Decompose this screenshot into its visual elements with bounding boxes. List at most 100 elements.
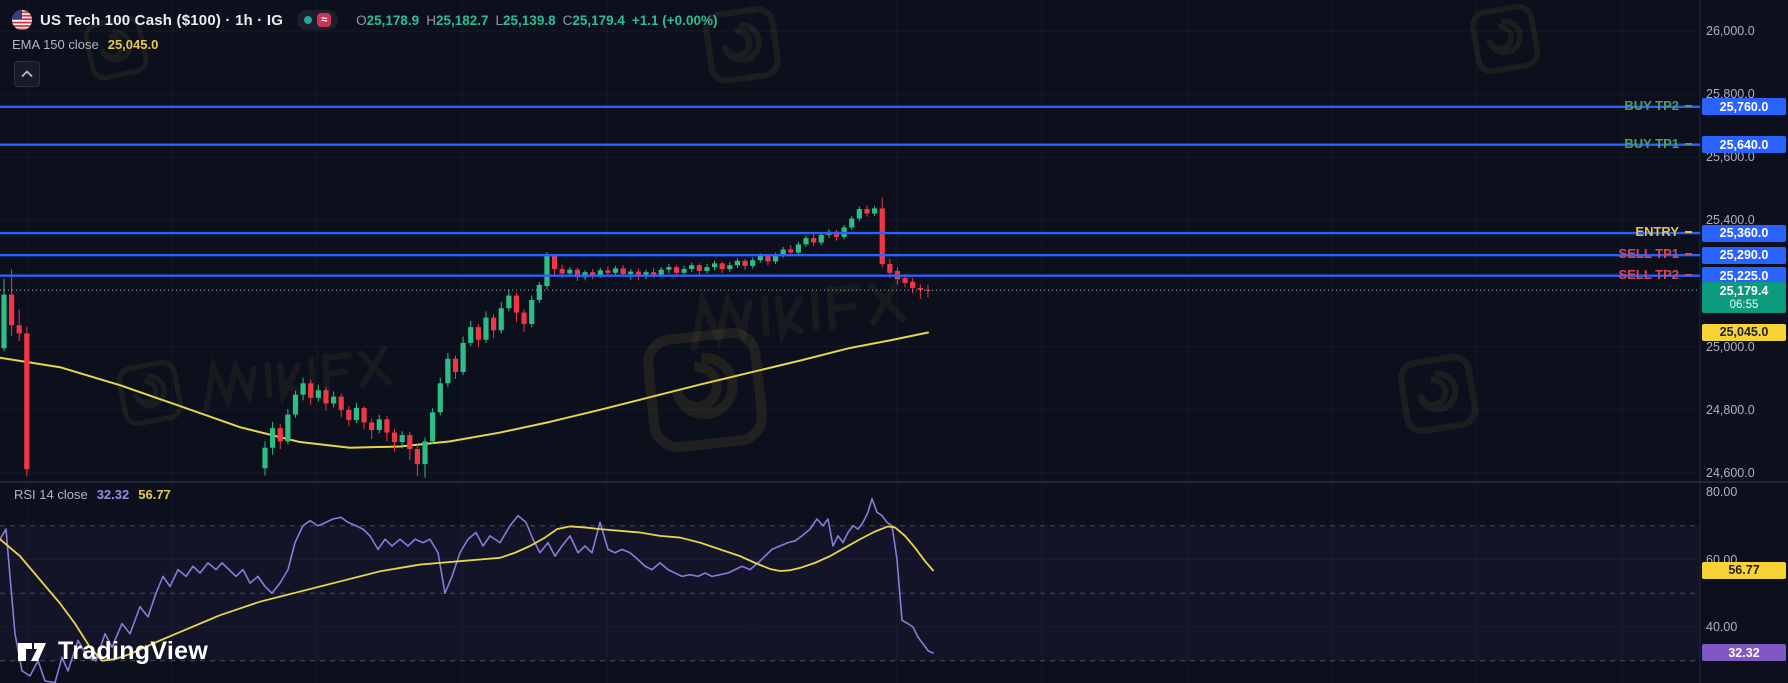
watermark-eagle-icon [1469, 3, 1541, 75]
price-axis-tick: 25,000.0 [1706, 339, 1755, 354]
candle [452, 358, 459, 372]
candle [369, 422, 375, 431]
candle [925, 289, 931, 291]
candle [460, 342, 466, 372]
candle [468, 327, 474, 343]
candle [795, 244, 801, 253]
candle [704, 267, 710, 271]
price-line-axis-value[interactable]: 25,225.0 [1702, 267, 1786, 285]
tradingview-logo[interactable]: TradingView [16, 636, 208, 666]
candle [689, 265, 695, 270]
candle [430, 412, 436, 442]
candle [612, 268, 619, 273]
candle [658, 269, 664, 275]
bar-countdown: 06:55 [1729, 298, 1759, 311]
candle [270, 428, 276, 448]
candle [902, 277, 908, 283]
candle [673, 267, 680, 273]
rsi-indicator-header[interactable]: RSI 14 close 32.32 56.77 [14, 487, 171, 502]
candle [308, 383, 314, 398]
open-label: O [356, 12, 367, 28]
ohlc-readout: O25,178.9 H25,182.7 L25,139.8 C25,179.4 … [356, 13, 717, 28]
candle [750, 260, 756, 266]
tradingview-logo-text: TradingView [58, 636, 209, 665]
candle [803, 238, 809, 245]
price-line-axis-value[interactable]: 25,360.0 [1702, 224, 1786, 242]
candle [772, 255, 779, 262]
tradingview-logo-icon [18, 643, 46, 661]
price-line-label-sell-tp2[interactable]: SELL TP2 [1619, 267, 1692, 282]
candle [910, 281, 916, 288]
symbol-title[interactable]: US Tech 100 Cash ($100) · 1h · IG [40, 11, 284, 29]
candle [277, 428, 283, 442]
low-label: L [495, 12, 504, 28]
current-price-label: 25,179.4 06:55 [1702, 282, 1786, 314]
candle [399, 435, 405, 443]
watermark-eagle-icon [643, 328, 767, 452]
high-value: 25,182.7 [435, 12, 489, 28]
candle [719, 263, 725, 270]
candle [635, 271, 641, 277]
candle [780, 249, 786, 256]
rsi-indicator-label: RSI 14 close [14, 487, 88, 502]
candle [292, 394, 299, 415]
ema-indicator-label[interactable]: EMA 150 close [12, 37, 99, 52]
rsi-axis-value-label: 32.32 [1702, 644, 1786, 662]
change-value: +1.1 (+0.00%) [631, 12, 718, 28]
price-line-label-entry[interactable]: ENTRY [1635, 224, 1692, 239]
candle [338, 396, 344, 410]
price-axis-tick: 25,600.0 [1706, 150, 1755, 165]
market-status-dot-icon [304, 16, 313, 24]
candle [376, 419, 382, 431]
candle [849, 218, 855, 228]
collapse-panel-button[interactable] [14, 61, 40, 87]
current-price-value: 25,179.4 [1719, 283, 1769, 298]
candle [696, 265, 702, 271]
candle [567, 269, 573, 274]
candle [24, 333, 30, 470]
candle [437, 383, 443, 413]
candle [765, 255, 771, 262]
candle [833, 231, 840, 237]
candle [917, 287, 923, 290]
price-axis-tick: 24,800.0 [1706, 402, 1755, 417]
watermark-script-text [203, 345, 392, 411]
price-axis-tick: 26,000.0 [1706, 24, 1755, 38]
price-line-axis-value[interactable]: 25,290.0 [1702, 246, 1786, 264]
watermark-eagle-icon [1397, 353, 1479, 435]
price-line-axis-value[interactable]: 25,760.0 [1702, 98, 1786, 116]
rsi-axis-value-label: 56.77 [1702, 561, 1786, 579]
candle [529, 299, 535, 324]
low-value: 25,139.8 [503, 12, 556, 28]
candle [742, 260, 748, 266]
candle [551, 255, 558, 270]
connection-status-pill[interactable]: ≈ [297, 10, 339, 30]
candle [711, 263, 718, 268]
candle [887, 263, 893, 273]
candle [734, 260, 741, 266]
candle [262, 447, 268, 469]
price-line-label-sell-tp1[interactable]: SELL TP1 [1619, 246, 1692, 261]
price-line-label-buy-tp1[interactable]: BUY TP1 [1624, 136, 1692, 151]
price-axis-tick: 25,800.0 [1706, 87, 1755, 102]
candle [407, 435, 413, 449]
price-line-label-buy-tp2[interactable]: BUY TP2 [1624, 98, 1692, 113]
candle [491, 317, 497, 331]
candle [285, 414, 291, 442]
candle [9, 294, 15, 326]
candle [544, 255, 550, 287]
candle [330, 396, 337, 404]
price-line-axis-value[interactable]: 25,640.0 [1702, 136, 1786, 154]
candle [506, 295, 512, 309]
watermark-eagle-icon [116, 359, 184, 427]
watermark-eagle-icon [703, 6, 781, 84]
candle [475, 327, 481, 340]
candle [498, 308, 504, 331]
chart-header: US Tech 100 Cash ($100) · 1h · IG ≈ O25,… [12, 8, 717, 52]
candle [597, 270, 603, 276]
candle [391, 432, 398, 443]
candle [384, 419, 390, 433]
candle [323, 390, 329, 404]
